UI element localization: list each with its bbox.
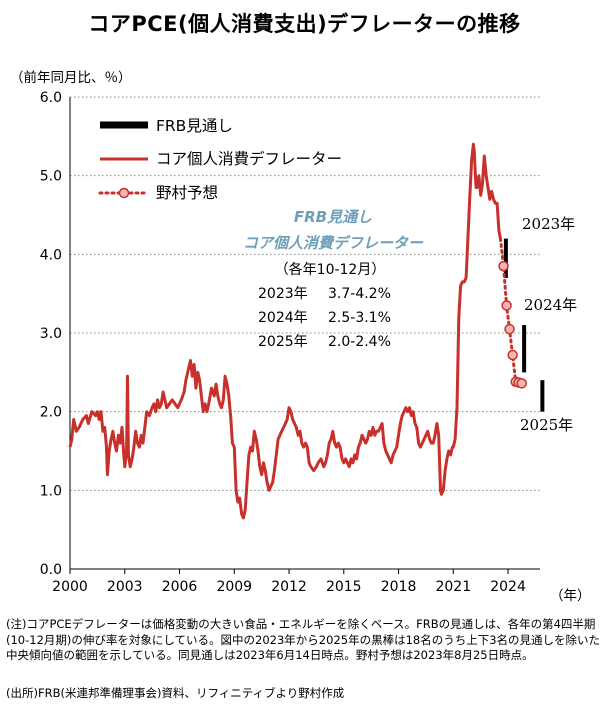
frb-range-bars: 2023年 2024年 2025年 — [503, 215, 577, 434]
annotation-row-year: 2025年 — [258, 334, 308, 350]
y-tick-label: 4.0 — [40, 247, 62, 263]
x-tick-label: 2003 — [107, 579, 143, 595]
x-tick-label: 2015 — [326, 579, 362, 595]
legend-nomura-label: 野村予想 — [156, 184, 218, 202]
legend-core-pce-label: コア個人消費デフレーター — [156, 149, 342, 168]
core-pce-line — [68, 142, 502, 520]
y-tick-label: 2.0 — [40, 405, 62, 421]
frb-bar-label: 2025年 — [520, 416, 573, 434]
y-tick-label: 1.0 — [40, 483, 62, 499]
grid — [69, 96, 540, 570]
y-tick-label: 0.0 — [40, 562, 62, 578]
x-axis-label: （年） — [550, 588, 591, 604]
nomura-marker — [507, 349, 518, 361]
y-tick-label: 3.0 — [40, 326, 62, 342]
annotation-row-range: 3.7-4.2% — [328, 286, 391, 302]
annotation-row-range: 2.0-2.4% — [328, 334, 391, 350]
x-axis-ticks: 2000 2003 2006 2009 2012 2015 2018 2021 2024 — [52, 569, 526, 595]
frb-bar-label: 2024年 — [524, 296, 577, 314]
y-tick-label: 6.0 — [40, 90, 62, 106]
x-tick-label: 2021 — [435, 579, 471, 595]
nomura-forecast-line — [498, 237, 524, 385]
y-axis-ticks: 0.0 1.0 2.0 3.0 4.0 5.0 6.0 — [40, 90, 62, 578]
x-tick-label: 2024 — [490, 579, 526, 595]
nomura-marker — [504, 323, 515, 335]
legend-nomura-marker — [118, 187, 130, 199]
y-axis-label: （前年同月比、％） — [10, 69, 132, 86]
source-note: (出所)FRB(米連邦準備理事会)資料、リフィニティブより野村作成 — [6, 686, 345, 700]
footnote: (注)コアPCEデフレーターは価格変動の大きい食品・エネルギーを除くベース。FR… — [6, 617, 601, 662]
annotation-heading-1: FRB見通し — [294, 208, 372, 226]
annotation-row-year: 2023年 — [258, 286, 308, 302]
nomura-marker — [498, 260, 509, 272]
chart-title: コアPCE(個人消費支出)デフレーターの推移 — [88, 12, 521, 36]
annotation-period: （各年10-12月） — [275, 262, 386, 278]
annotation-heading-2: コア個人消費デフレーター — [243, 234, 424, 252]
y-tick-label: 5.0 — [40, 169, 62, 185]
chart-svg: 0.01.02.03.04.05.06.0 2000 2003 2006 2009 20… — [10, 69, 591, 604]
legend-frb-label: FRB見通し — [156, 117, 233, 135]
nomura-marker — [501, 300, 512, 311]
x-tick-label: 2000 — [52, 579, 88, 595]
frb-bar-label: 2023年 — [522, 215, 575, 233]
annotation-row-year: 2024年 — [258, 310, 308, 326]
x-tick-label: 2018 — [381, 579, 417, 595]
x-tick-label: 2006 — [162, 579, 198, 595]
nomura-marker — [516, 378, 527, 389]
annotation-row-range: 2.5-3.1% — [328, 310, 391, 326]
x-tick-label: 2009 — [216, 579, 252, 595]
x-tick-label: 2012 — [271, 579, 307, 595]
series-lines — [68, 142, 524, 520]
nomura-markers — [498, 260, 527, 389]
